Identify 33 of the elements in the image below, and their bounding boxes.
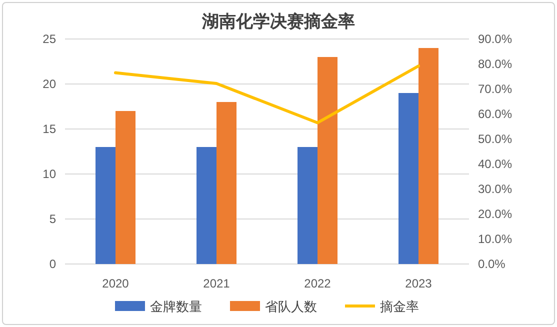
legend-label: 摘金率 [380,299,419,315]
y2-tick-label: 0.0% [478,256,506,271]
bar [318,57,338,264]
y-tick-label: 5 [49,212,56,226]
y-tick-label: 0 [49,256,56,271]
legend-label: 省队人数 [265,300,317,315]
bar [298,147,318,264]
y2-tick-label: 50.0% [478,132,512,146]
bar [116,111,136,264]
y2-tick-label: 90.0% [478,32,512,46]
x-tick-label: 2020 [102,276,130,290]
y2-tick-label: 10.0% [478,232,512,246]
chart-title: 湖南化学决赛摘金率 [201,12,355,32]
y2-tick-label: 20.0% [478,206,512,221]
y-tick-label: 20 [42,76,56,91]
x-tick-label: 2023 [405,276,432,290]
legend-label: 金牌数量 [150,300,202,315]
line-series [114,64,420,124]
y2-tick-label: 60.0% [478,106,512,121]
y-tick-label: 15 [42,122,56,136]
bar [418,48,438,264]
y-tick-label: 25 [42,32,56,46]
bar [196,147,216,264]
y2-tick-label: 30.0% [478,182,512,196]
bar [398,93,418,264]
y2-tick-label: 80.0% [478,56,512,71]
y-tick-label: 10 [42,166,56,181]
x-tick-label: 2021 [203,276,230,290]
y2-tick-label: 70.0% [478,82,512,96]
y2-tick-label: 40.0% [478,156,512,171]
x-tick-label: 2022 [304,276,332,290]
bar [216,102,236,264]
bar [96,147,116,264]
